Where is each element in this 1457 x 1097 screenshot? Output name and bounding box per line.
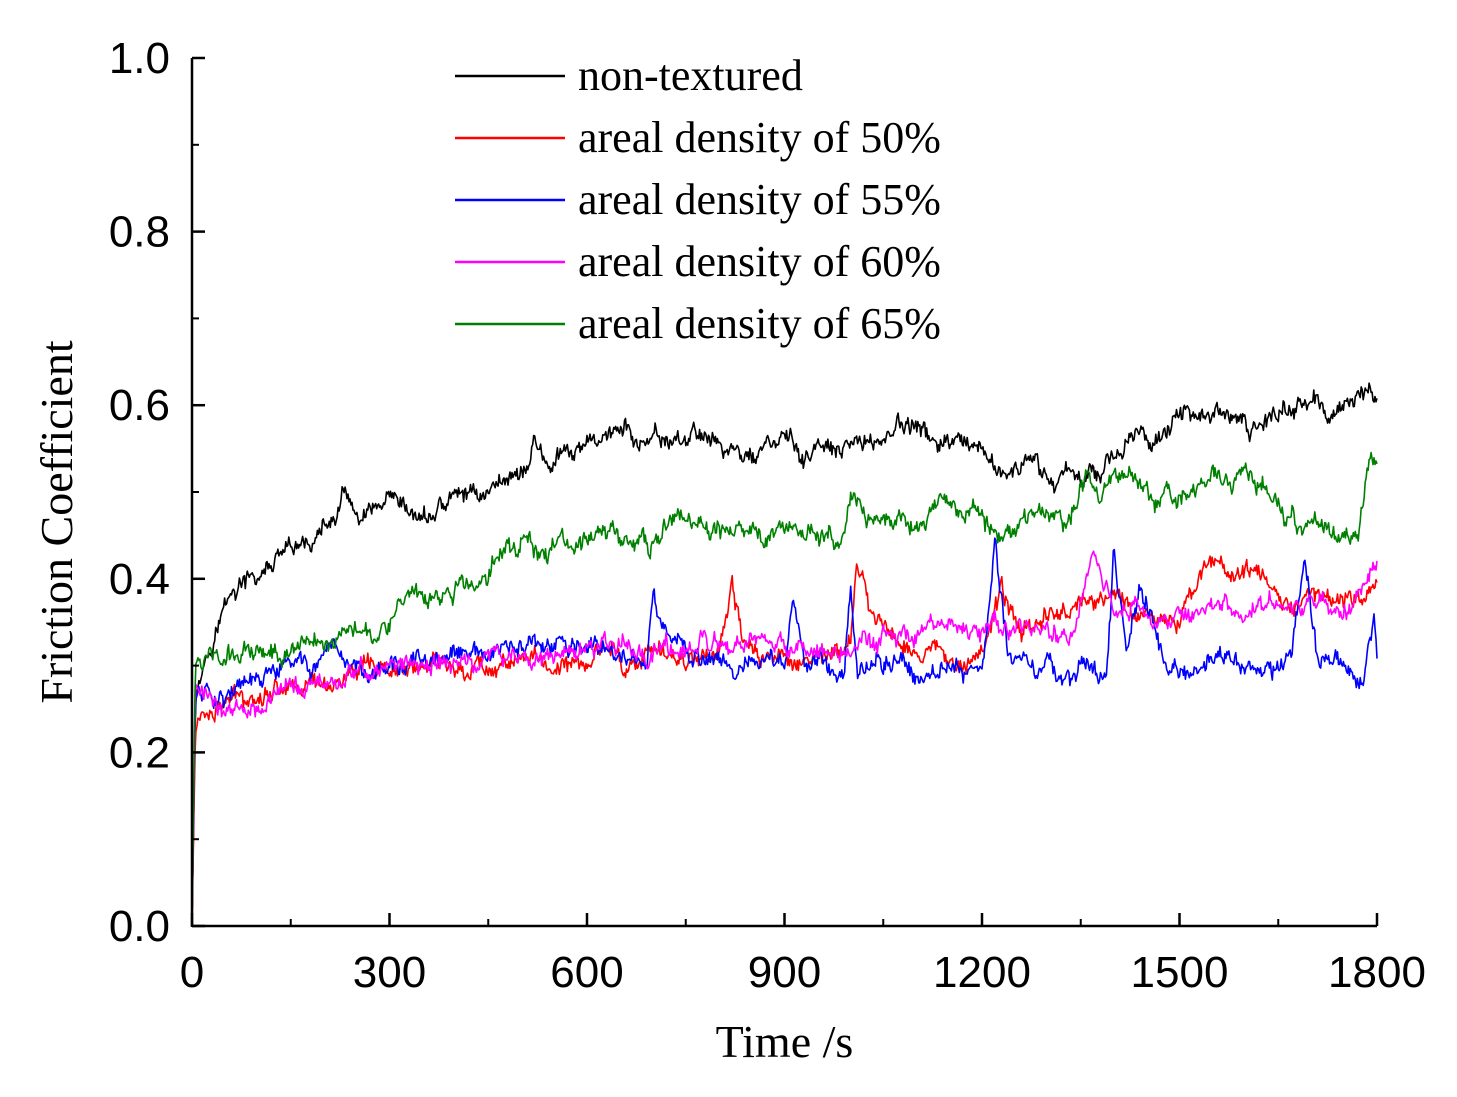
y-tick-label: 0.4 xyxy=(109,555,170,604)
axes-layer: 0 300 600 900 1200 1500 1800 0.0 0.2 0.4 0.6 0.8 1.0 xyxy=(109,34,1426,997)
y-tick-label: 1.0 xyxy=(109,34,170,83)
x-tick-label: 1500 xyxy=(1131,948,1229,997)
y-tick-label: 0.2 xyxy=(109,728,170,777)
x-tick-label: 0 xyxy=(180,948,204,997)
x-tick-label: 600 xyxy=(550,948,623,997)
y-tick-label: 0.8 xyxy=(109,208,170,257)
y-tick-label: 0.6 xyxy=(109,381,170,430)
series-layer xyxy=(191,382,1378,927)
x-tick-label: 1200 xyxy=(933,948,1031,997)
series-line-4 xyxy=(191,451,1378,927)
series-line-1 xyxy=(191,555,1378,927)
x-tick-label: 300 xyxy=(353,948,426,997)
series-line-2 xyxy=(191,537,1378,927)
legend-label-2: areal density of 55% xyxy=(578,175,941,224)
legend: non-textured areal density of 50% areal de… xyxy=(455,51,941,348)
legend-label-1: areal density of 50% xyxy=(578,113,941,162)
legend-label-4: areal density of 65% xyxy=(578,299,941,348)
y-axis-title: Friction Coefficient xyxy=(31,340,82,703)
legend-label-3: areal density of 60% xyxy=(578,237,941,286)
legend-label-0: non-textured xyxy=(578,51,803,100)
series-line-3 xyxy=(191,550,1378,927)
x-tick-label: 900 xyxy=(748,948,821,997)
series-line-0 xyxy=(191,382,1378,927)
x-tick-label: 1800 xyxy=(1328,948,1426,997)
x-axis-title: Time /s xyxy=(716,1016,854,1067)
y-tick-label: 0.0 xyxy=(109,902,170,951)
